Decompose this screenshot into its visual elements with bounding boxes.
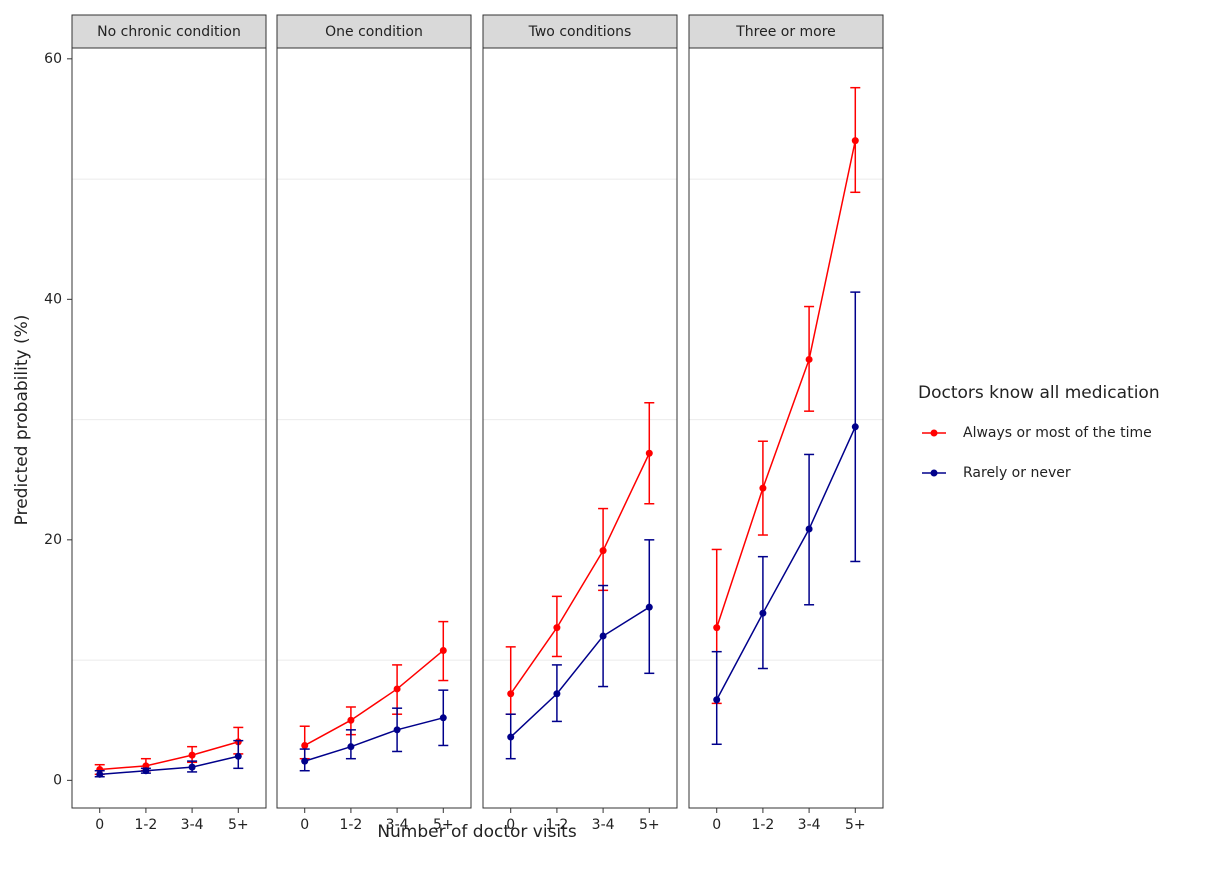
x-tick-label: 0 bbox=[95, 817, 104, 833]
point bbox=[759, 609, 767, 617]
panel-border bbox=[71, 47, 267, 809]
x-tick-label: 5+ bbox=[845, 817, 866, 833]
series-line bbox=[510, 452, 650, 695]
point bbox=[507, 733, 515, 741]
x-tick-label: 3-4 bbox=[798, 817, 821, 833]
x-tick-label: 5+ bbox=[639, 817, 660, 833]
panel bbox=[72, 48, 266, 808]
point bbox=[142, 767, 150, 775]
x-tick-label: 1-2 bbox=[339, 817, 362, 833]
x-tick-label: 5+ bbox=[228, 817, 249, 833]
panel-border bbox=[276, 47, 472, 809]
series-line bbox=[716, 140, 857, 628]
x-axis-title: Number of doctor visits bbox=[377, 822, 577, 842]
panel-border bbox=[482, 47, 678, 809]
x-tick-label: 1-2 bbox=[134, 817, 157, 833]
point bbox=[301, 741, 309, 749]
x-tick-label: 3-4 bbox=[386, 817, 409, 833]
strip-title: One condition bbox=[325, 24, 423, 40]
series-line bbox=[304, 717, 444, 762]
strip bbox=[482, 14, 678, 49]
series-line bbox=[304, 649, 444, 747]
y-tick-label: 0 bbox=[53, 772, 62, 788]
strip bbox=[71, 14, 267, 49]
strip bbox=[276, 14, 472, 49]
y-tick-label: 20 bbox=[44, 532, 62, 548]
point bbox=[645, 449, 653, 457]
point bbox=[851, 137, 859, 145]
legend-point bbox=[930, 469, 938, 477]
point bbox=[393, 726, 401, 734]
point bbox=[393, 685, 401, 693]
strip-title: No chronic condition bbox=[97, 24, 241, 40]
point bbox=[805, 525, 813, 533]
x-tick-label: 0 bbox=[712, 817, 721, 833]
point bbox=[713, 624, 721, 632]
legend-point bbox=[930, 429, 938, 437]
panel bbox=[277, 48, 471, 808]
x-tick-label: 0 bbox=[506, 817, 515, 833]
x-tick-label: 0 bbox=[300, 817, 309, 833]
panel bbox=[483, 48, 677, 808]
series-line bbox=[99, 741, 239, 771]
point bbox=[805, 355, 813, 363]
point bbox=[188, 763, 196, 771]
legend-label: Rarely or never bbox=[963, 465, 1071, 481]
panel bbox=[689, 48, 883, 808]
point bbox=[301, 757, 309, 765]
point bbox=[553, 624, 561, 632]
point bbox=[599, 632, 607, 640]
point bbox=[439, 714, 447, 722]
x-tick-label: 3-4 bbox=[592, 817, 615, 833]
series-line bbox=[510, 606, 650, 738]
panel-border bbox=[688, 47, 884, 809]
point bbox=[553, 690, 561, 698]
point bbox=[347, 716, 355, 724]
x-tick-label: 5+ bbox=[433, 817, 454, 833]
point bbox=[96, 770, 104, 778]
strip-title: Three or more bbox=[735, 24, 836, 40]
y-tick-label: 60 bbox=[44, 51, 62, 67]
legend-title: Doctors know all medication bbox=[918, 383, 1160, 403]
y-axis-title: Predicted probability (%) bbox=[12, 315, 32, 526]
point bbox=[507, 690, 515, 698]
series-line bbox=[99, 755, 239, 776]
point bbox=[188, 751, 196, 759]
point bbox=[234, 752, 242, 760]
series-line bbox=[716, 426, 856, 701]
x-tick-label: 3-4 bbox=[181, 817, 204, 833]
x-tick-label: 1-2 bbox=[751, 817, 774, 833]
legend-label: Always or most of the time bbox=[963, 425, 1152, 441]
point bbox=[599, 547, 607, 555]
point bbox=[347, 743, 355, 751]
point bbox=[439, 646, 447, 654]
y-tick-label: 40 bbox=[44, 291, 62, 307]
strip-title: Two conditions bbox=[528, 24, 632, 40]
point bbox=[851, 423, 859, 431]
x-tick-label: 1-2 bbox=[545, 817, 568, 833]
point bbox=[759, 484, 767, 492]
point bbox=[645, 603, 653, 611]
point bbox=[713, 696, 721, 704]
